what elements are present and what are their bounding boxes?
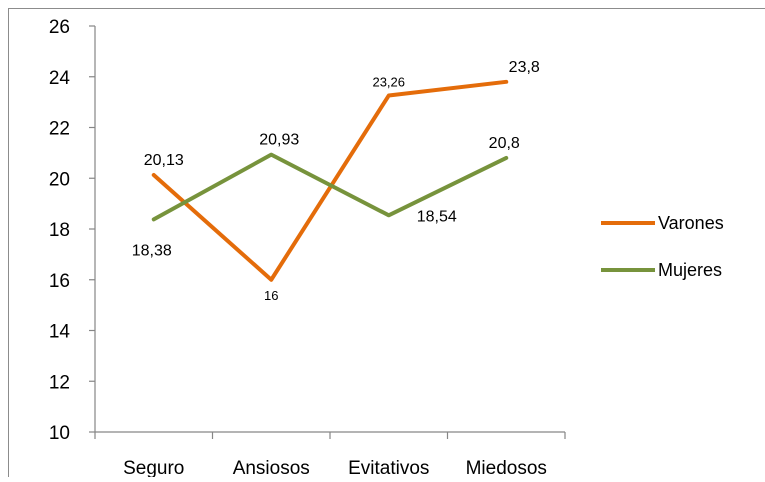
data-label: 16 (264, 288, 278, 303)
x-tick-label: Ansiosos (233, 458, 310, 477)
legend: Varones Mujeres (601, 213, 724, 280)
data-label: 23,8 (509, 59, 540, 76)
data-label: 23,26 (372, 75, 405, 90)
data-label: 18,54 (417, 208, 457, 225)
y-tick-label: 14 (49, 322, 71, 343)
y-tick-label: 16 (49, 271, 70, 292)
y-ticks: 10 12 14 16 18 20 22 24 26 (49, 17, 95, 444)
y-tick-label: 20 (49, 169, 70, 190)
x-tick-label: Evitativos (348, 458, 429, 477)
data-label: 20,93 (259, 132, 299, 149)
y-tick-label: 26 (49, 17, 70, 38)
y-tick-label: 12 (49, 372, 70, 393)
legend-label: Mujeres (658, 260, 722, 280)
x-tick-label: Miedosos (466, 458, 547, 477)
y-tick-label: 22 (49, 119, 70, 140)
series-line-varones (154, 82, 507, 280)
data-label: 20,13 (144, 152, 184, 169)
data-label: 18,38 (132, 242, 172, 259)
y-tick-label: 24 (49, 68, 71, 89)
x-ticks: Seguro Ansiosos Evitativos Miedosos (95, 432, 565, 477)
axes (95, 26, 565, 432)
series-lines (154, 82, 507, 280)
data-label: 20,8 (489, 135, 520, 152)
x-tick-label: Seguro (123, 458, 184, 477)
legend-label: Varones (658, 213, 724, 233)
y-tick-label: 18 (49, 220, 70, 241)
y-tick-label: 10 (49, 423, 70, 444)
